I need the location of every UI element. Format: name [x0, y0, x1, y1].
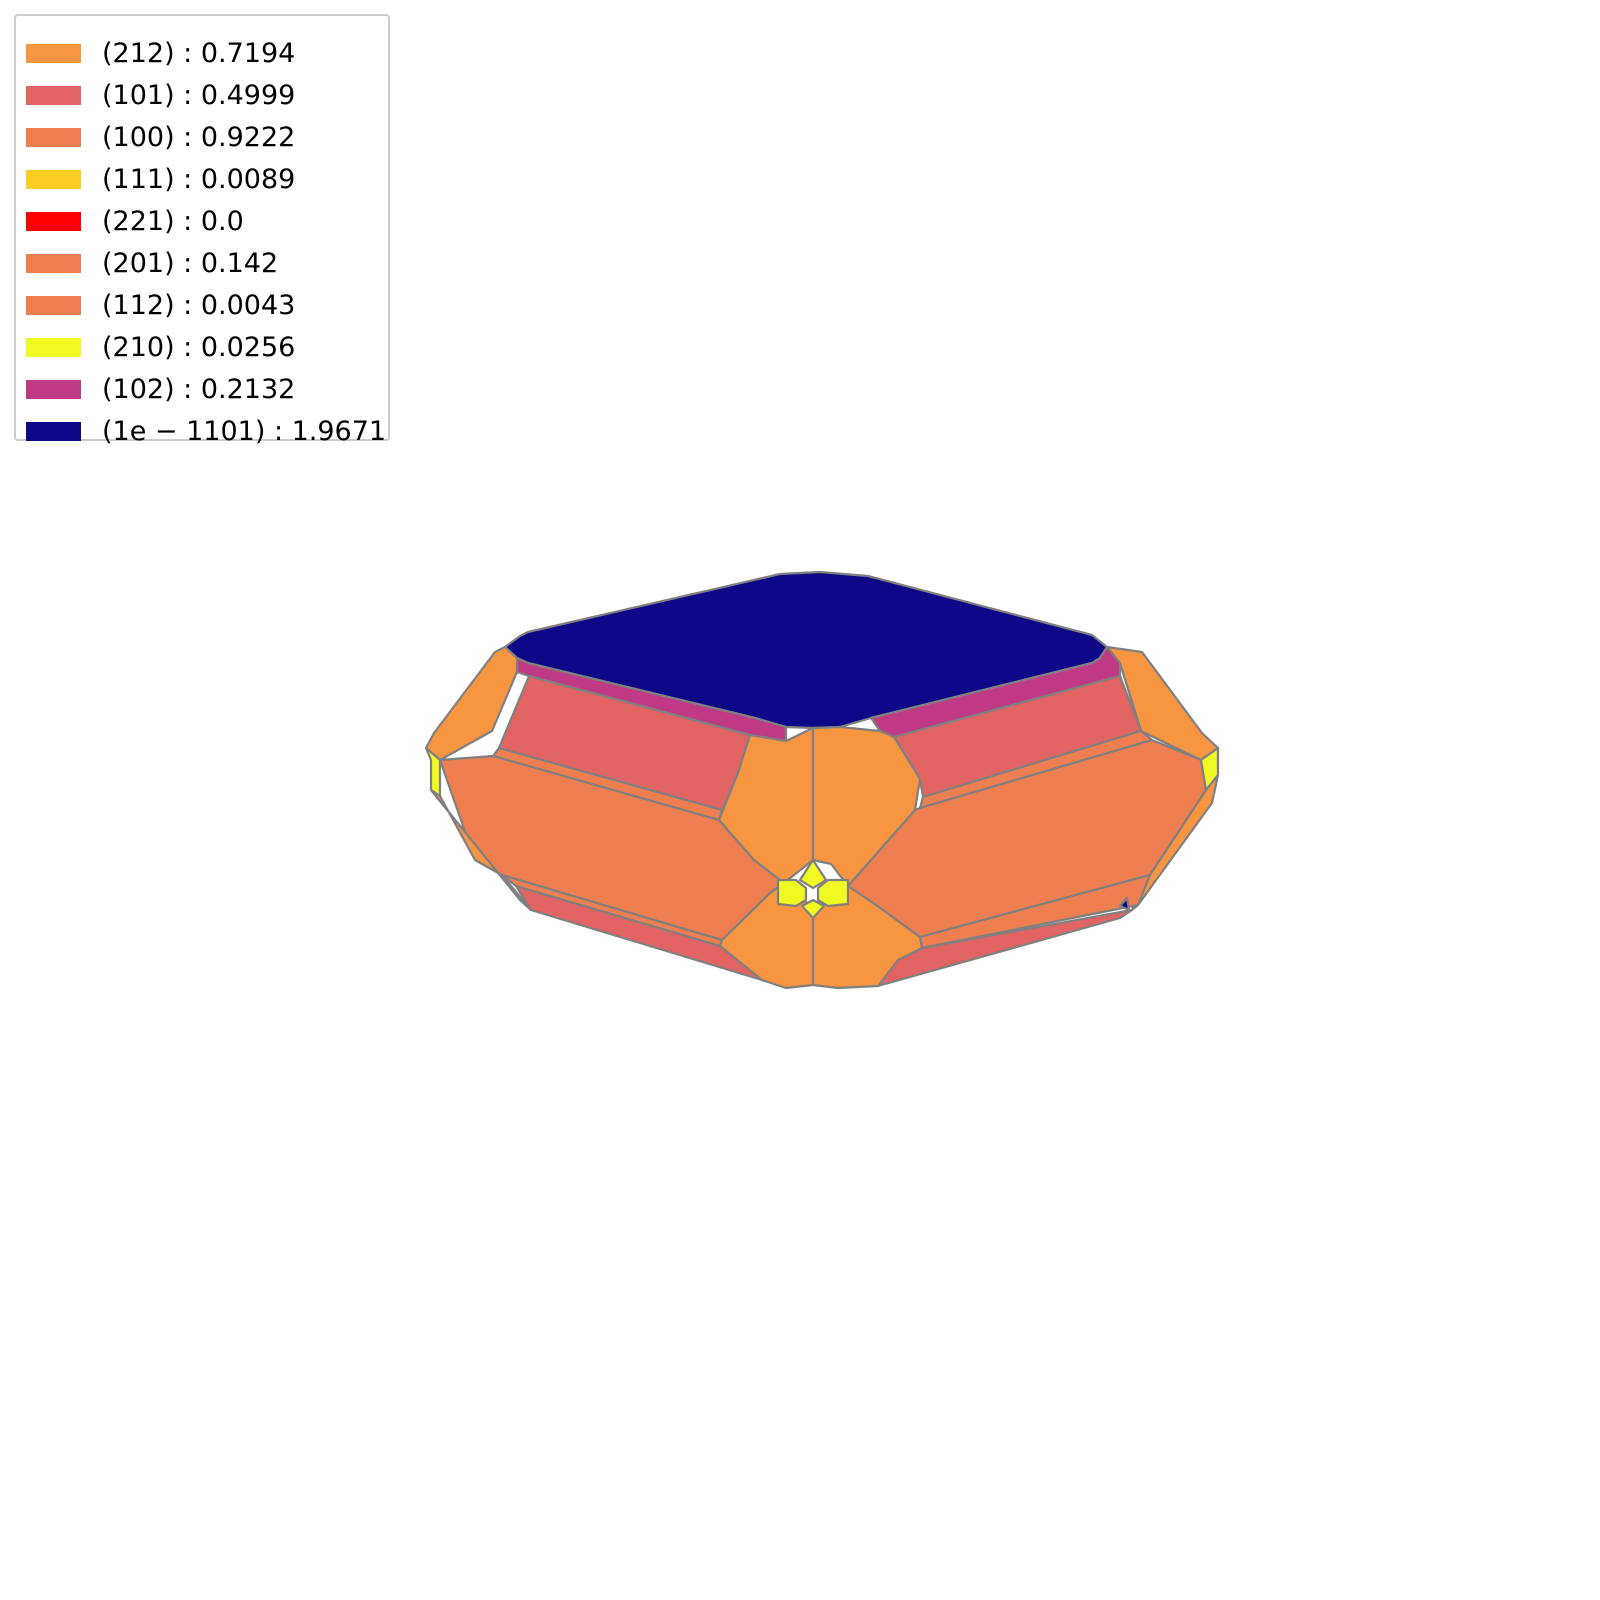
- legend-label-221: (221) : 0.0: [102, 206, 244, 237]
- legend-swatch-201: [26, 254, 81, 273]
- legend-swatch-102: [26, 380, 81, 399]
- facet-210-center-top: [798, 858, 828, 890]
- legend-label-210: (210) : 0.0256: [102, 332, 296, 363]
- legend-label-212: (212) : 0.7194: [102, 38, 296, 69]
- facet-1e-1101-bottom: [1118, 896, 1131, 912]
- legend-swatch-212: [26, 44, 81, 63]
- legend-label-111: (111) : 0.0089: [102, 164, 296, 195]
- legend-swatch-101: [26, 86, 81, 105]
- facet-212-center-lower-right: [811, 884, 924, 990]
- legend-swatch-221: [26, 212, 81, 231]
- legend-label-112: (112) : 0.0043: [102, 290, 296, 321]
- legend-label-100: (100) : 0.9222: [102, 122, 296, 153]
- legend-swatch-100: [26, 128, 81, 147]
- legend-entry-111: (111) : 0.0089: [16, 162, 386, 198]
- legend-swatch-1e-1101: [26, 422, 81, 441]
- legend-entry-101: (101) : 0.4999: [16, 78, 386, 114]
- facet-210-center-left: [776, 878, 808, 908]
- legend-label-101: (101) : 0.4999: [102, 80, 296, 111]
- legend-entry-221: (221) : 0.0: [16, 204, 386, 240]
- legend-entry-201: (201) : 0.142: [16, 246, 386, 282]
- legend-label-102: (102) : 0.2132: [102, 374, 296, 405]
- legend-swatch-111: [26, 170, 81, 189]
- legend: (212) : 0.7194 (101) : 0.4999 (100) : 0.…: [14, 14, 390, 447]
- legend-entry-1e-1101: (1e − 1101) : 1.9671: [16, 414, 386, 450]
- legend-label-1e-1101: (1e − 1101) : 1.9671: [102, 416, 387, 447]
- legend-entry-210: (210) : 0.0256: [16, 330, 386, 366]
- legend-entry-100: (100) : 0.9222: [16, 120, 386, 156]
- legend-swatch-112: [26, 296, 81, 315]
- legend-entry-112: (112) : 0.0043: [16, 288, 386, 324]
- legend-swatch-210: [26, 338, 81, 357]
- legend-entry-212: (212) : 0.7194: [16, 36, 386, 72]
- legend-entry-102: (102) : 0.2132: [16, 372, 386, 408]
- legend-label-201: (201) : 0.142: [102, 248, 279, 279]
- facet-210-center-right: [816, 878, 850, 908]
- facet-212-center-upper-right: [811, 725, 922, 888]
- facet-210-center-bottom: [800, 898, 826, 920]
